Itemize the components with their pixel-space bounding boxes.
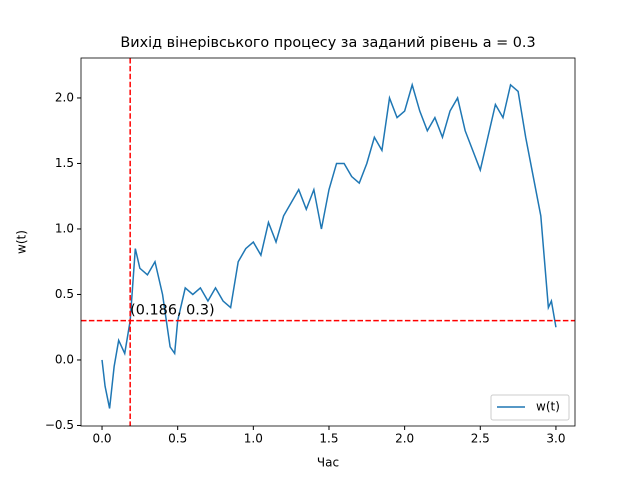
- x-axis-label: Час: [317, 456, 339, 470]
- x-tick-label: 2.0: [395, 432, 414, 446]
- annotation: (0.186, 0.3): [130, 303, 214, 319]
- legend-label: w(t): [536, 400, 560, 414]
- y-tick-label: 0.5: [55, 287, 74, 301]
- x-tick-label: 1.5: [319, 432, 338, 446]
- y-tick-label: 1.0: [55, 221, 74, 235]
- legend: w(t): [490, 394, 570, 421]
- y-tick-label: 2.0: [55, 90, 74, 104]
- x-tick-label: 2.5: [471, 432, 490, 446]
- x-tick-label: 0.5: [168, 432, 187, 446]
- x-tick-label: 1.0: [244, 432, 263, 446]
- y-axis-label: w(t): [15, 230, 29, 254]
- y-tick-label: −0.5: [45, 418, 74, 432]
- y-tick-label: 0.0: [55, 352, 74, 366]
- chart-title: Вихід вінерівського процесу за заданий р…: [120, 35, 535, 51]
- y-tick-label: 1.5: [55, 156, 74, 170]
- plot-frame: [80, 57, 576, 427]
- x-tick-label: 0.0: [92, 432, 111, 446]
- legend-box: [490, 394, 570, 421]
- data-line: [101, 82, 557, 409]
- x-tick-label: 3.0: [546, 432, 565, 446]
